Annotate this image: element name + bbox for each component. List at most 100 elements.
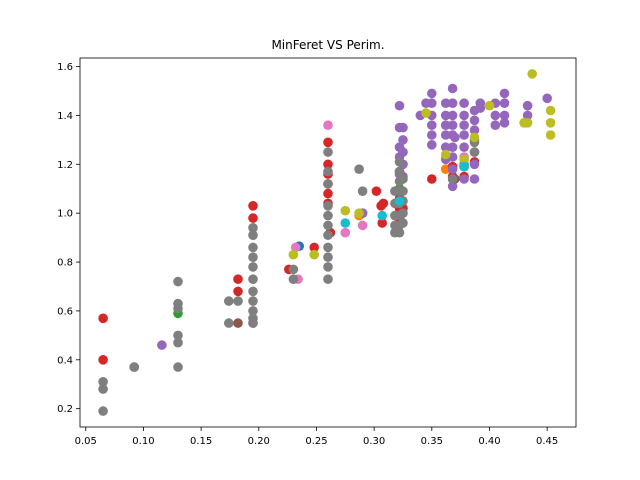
scatter-point xyxy=(469,159,480,170)
scatter-point xyxy=(469,174,480,184)
scatter-point xyxy=(394,196,405,206)
scatter-point xyxy=(309,249,320,260)
plot-frame xyxy=(79,57,577,428)
scatter-point xyxy=(248,201,258,211)
scatter-point xyxy=(394,166,405,177)
x-tick-label: 0.40 xyxy=(478,436,500,447)
scatter-point xyxy=(440,98,451,108)
scatter-point xyxy=(475,103,486,113)
scatter-point xyxy=(323,179,333,189)
scatter-point xyxy=(323,188,333,199)
scatter-point xyxy=(440,149,451,160)
chart-title: MinFeret VS Perim. xyxy=(271,38,384,52)
scatter-point xyxy=(248,306,258,316)
scatter-point xyxy=(447,98,458,108)
scatter-point xyxy=(248,252,258,262)
scatter-point xyxy=(340,227,351,238)
scatter-point xyxy=(357,220,368,231)
scatter-point xyxy=(545,130,556,140)
scatter-point xyxy=(542,93,552,104)
scatter-point xyxy=(323,120,333,130)
scatter-point xyxy=(469,125,480,135)
scatter-point xyxy=(157,340,167,350)
scatter-point xyxy=(224,296,234,306)
scatter-point xyxy=(357,186,368,196)
x-tick-label: 0.15 xyxy=(190,436,212,447)
scatter-point xyxy=(459,142,469,152)
scatter-point xyxy=(340,218,351,228)
scatter-point xyxy=(309,242,320,253)
scatter-point xyxy=(469,147,480,157)
scatter-point xyxy=(447,120,458,130)
scatter-point xyxy=(450,132,460,143)
scatter-point xyxy=(98,406,108,416)
scatter-point xyxy=(248,296,258,306)
scatter-point xyxy=(323,201,333,211)
scatter-point xyxy=(459,161,469,172)
scatter-point xyxy=(490,120,501,130)
scatter-point xyxy=(323,210,333,221)
scatter-point xyxy=(290,242,301,253)
scatter-point xyxy=(440,130,451,140)
scatter-point xyxy=(323,159,333,170)
y-tick-label: 1.4 xyxy=(57,111,73,122)
x-axis: 0.05 0.10 0.15 0.20 0.25 0.30 0.35 0.40 0.45 xyxy=(75,427,558,447)
scatter-point xyxy=(233,286,243,297)
x-tick-label: 0.25 xyxy=(305,436,327,447)
x-tick-label: 0.10 xyxy=(132,436,154,447)
scatter-point xyxy=(323,147,333,157)
scatter-point xyxy=(484,100,495,111)
x-tick-label: 0.45 xyxy=(536,436,558,447)
y-axis: 0.2 0.4 0.6 0.8 1.0 1.2 1.4 1.6 xyxy=(57,62,80,415)
x-tick-label: 0.05 xyxy=(75,436,97,447)
scatter-point xyxy=(522,110,533,121)
scatter-point xyxy=(248,242,258,253)
scatter-point xyxy=(323,242,333,253)
scatter-point xyxy=(459,154,469,165)
scatter-point xyxy=(398,174,408,184)
scatter-point xyxy=(378,198,389,209)
scatter-point xyxy=(421,108,431,118)
scatter-point xyxy=(427,120,437,130)
scatter-point xyxy=(323,166,333,177)
scatter-point xyxy=(323,230,333,240)
y-tick-label: 0.6 xyxy=(57,306,73,317)
scatter-point xyxy=(459,98,469,108)
scatter-point xyxy=(173,330,183,341)
scatter-point xyxy=(459,110,469,121)
scatter-point xyxy=(398,147,408,157)
scatter-point xyxy=(173,276,183,287)
scatter-point xyxy=(459,174,469,184)
scatter-point xyxy=(224,318,234,328)
scatter-point xyxy=(323,220,333,231)
scatter-point xyxy=(323,137,333,148)
scatter-point xyxy=(173,337,183,348)
scatter-point xyxy=(371,186,382,196)
scatter-point xyxy=(440,142,451,152)
scatter-point xyxy=(323,274,333,285)
scatter-point xyxy=(323,262,333,272)
scatter-point xyxy=(398,218,408,228)
scatter-point xyxy=(248,318,258,328)
scatter-point xyxy=(459,120,469,130)
scatter-point xyxy=(427,130,437,140)
scatter-point xyxy=(427,174,437,184)
scatter-point xyxy=(288,264,299,275)
scatter-point xyxy=(522,118,533,128)
scatter-point xyxy=(354,164,364,174)
scatter-point xyxy=(340,205,351,216)
scatter-point xyxy=(233,274,243,285)
scatter-point xyxy=(248,286,258,297)
scatter-point xyxy=(545,118,556,128)
scatter-point xyxy=(98,384,108,394)
scatter-point xyxy=(398,208,408,218)
scatter-point xyxy=(427,88,437,99)
scatter-point xyxy=(398,122,408,133)
scatter-point xyxy=(447,142,458,152)
scatter-point xyxy=(398,186,408,196)
scatter-point xyxy=(173,362,183,372)
y-tick-label: 1.2 xyxy=(57,160,73,171)
scatter-point xyxy=(447,181,458,192)
